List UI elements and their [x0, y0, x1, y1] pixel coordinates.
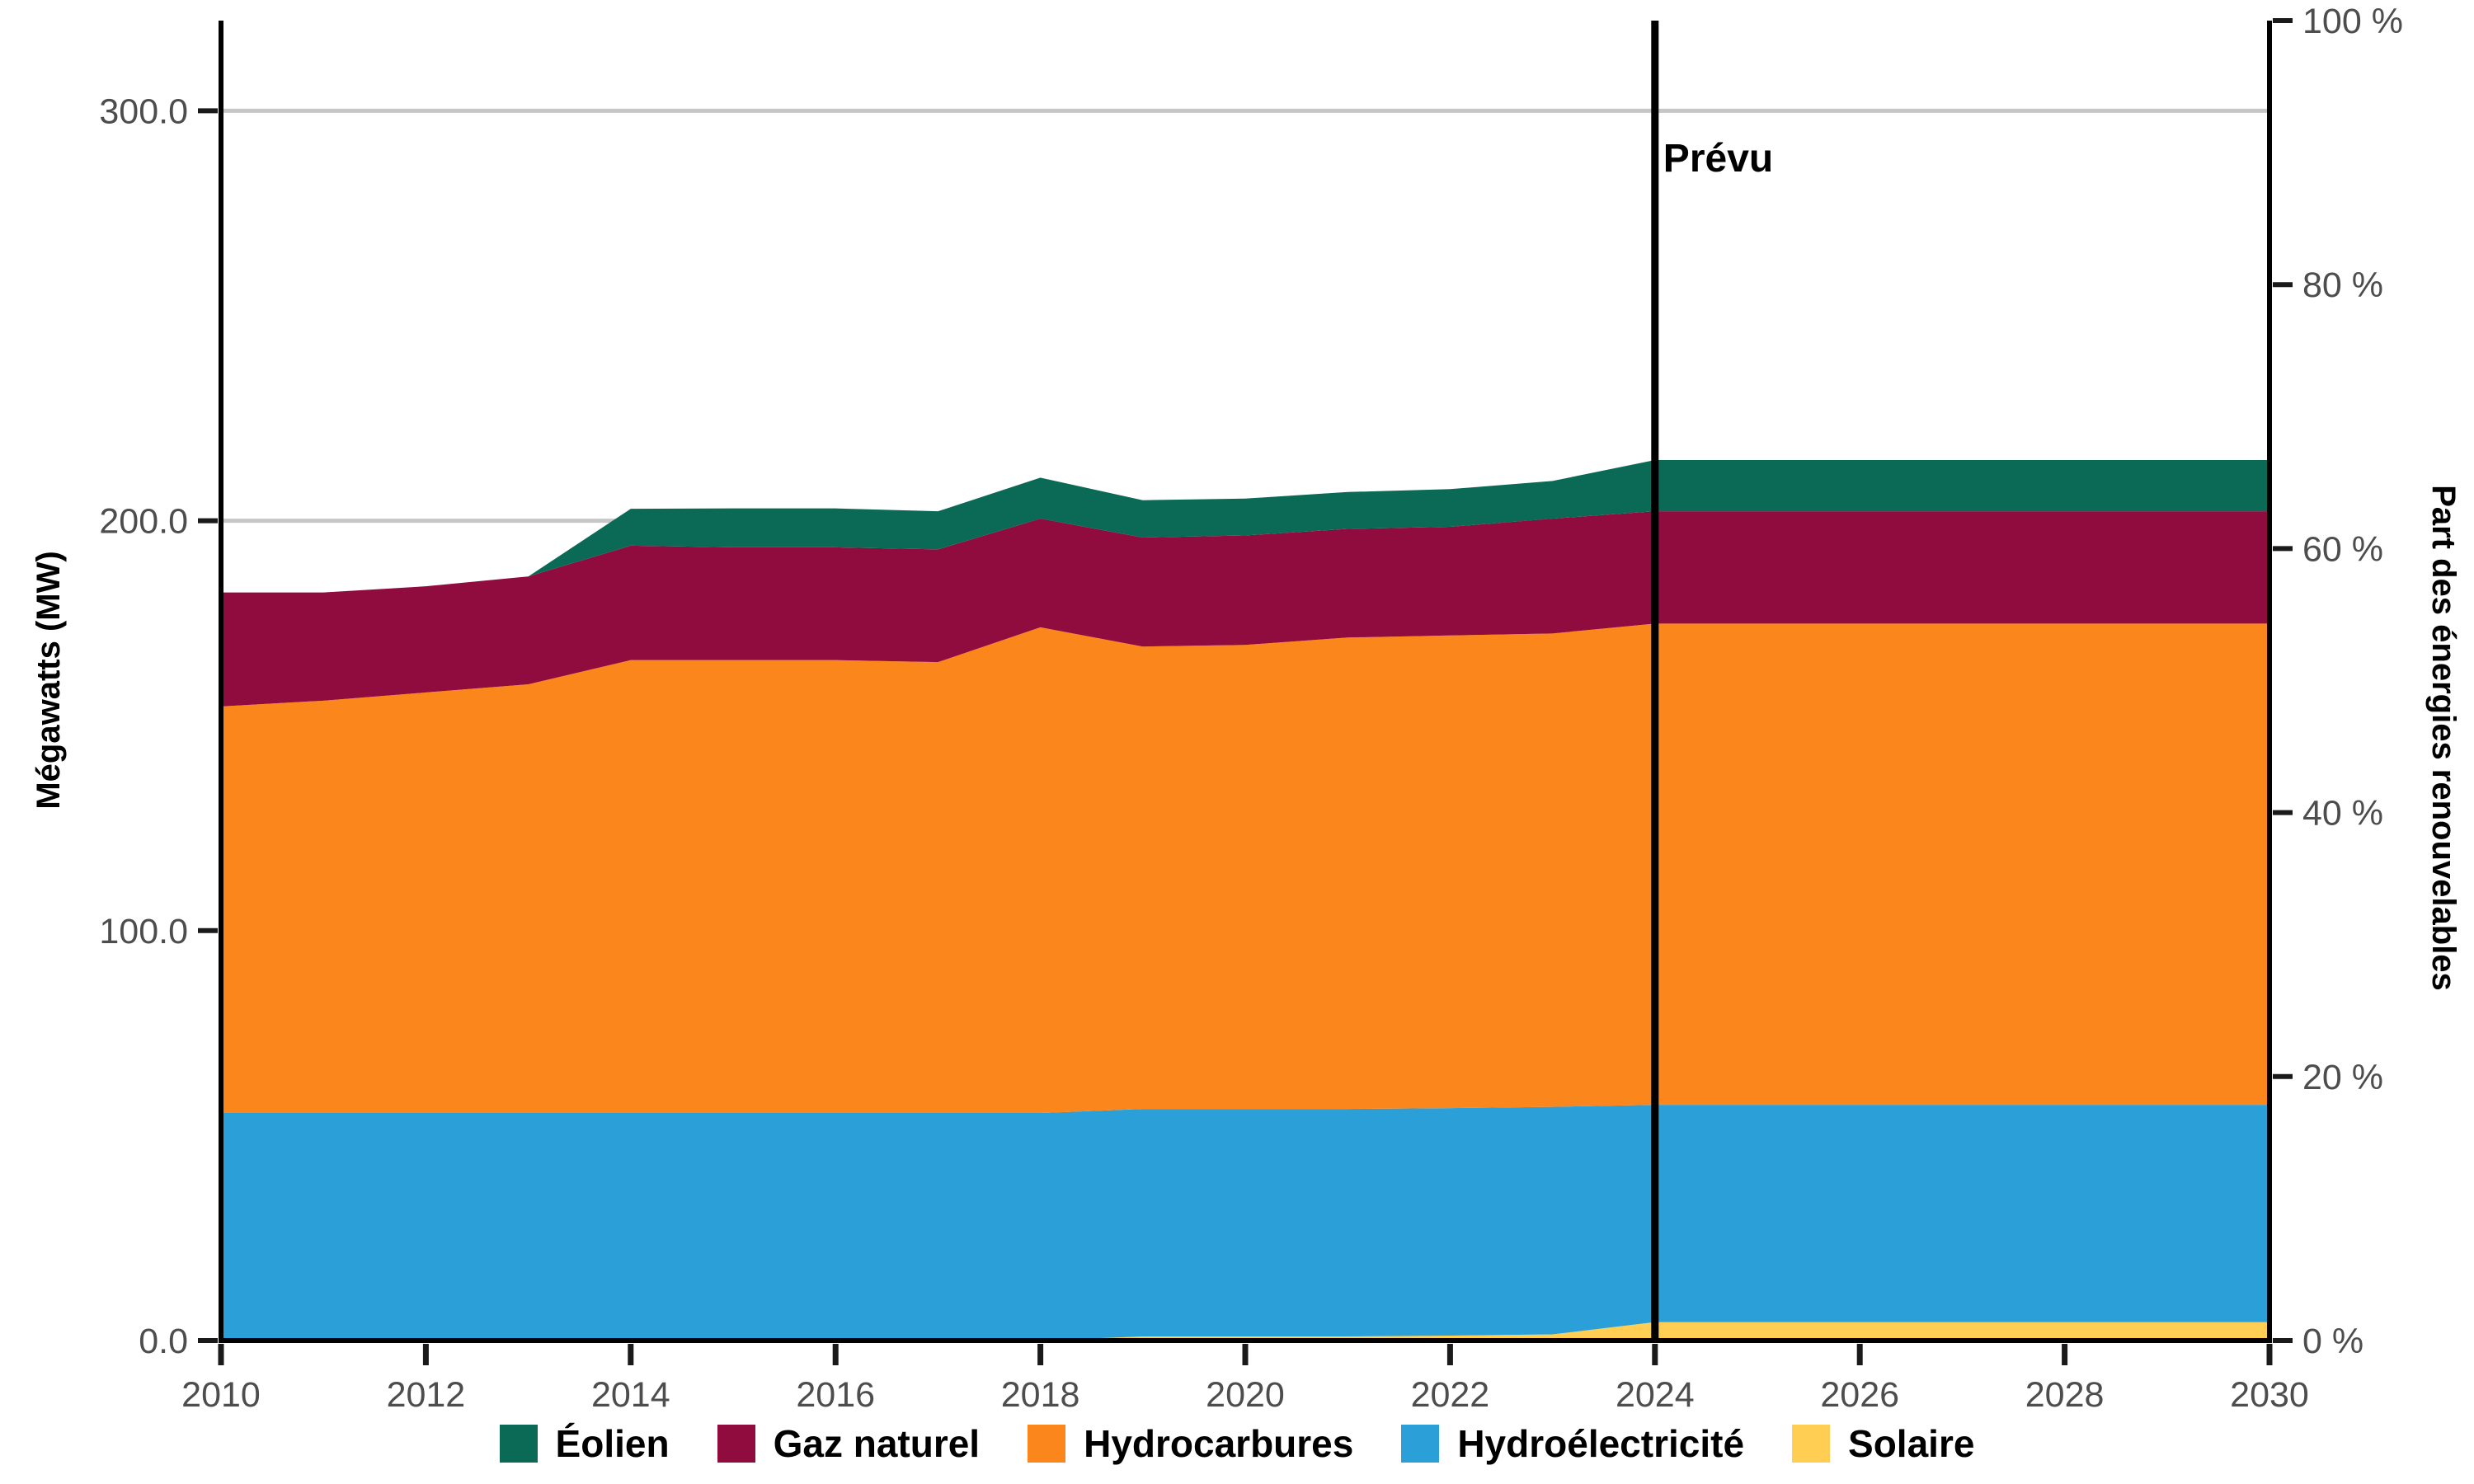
chart-legend: Éolien Gaz naturel Hydrocarbures Hydroélect…	[0, 1425, 2474, 1463]
x-tick-label-2010: 2010	[181, 1375, 261, 1415]
x-tick-label-2028: 2028	[2025, 1375, 2105, 1415]
left-axis-title: Mégawatts (MW)	[31, 551, 67, 809]
x-tick-label-2016: 2016	[796, 1375, 875, 1415]
right-tick-label-0: 0 %	[2302, 1322, 2363, 1361]
legend-label-solaire: Solaire	[1848, 1422, 1975, 1465]
area-hydroelectricite	[221, 1105, 2269, 1341]
left-tick-label-100: 100.0	[99, 912, 188, 951]
legend-item-hydroelectricite: Hydroélectricité	[1401, 1425, 1744, 1463]
area-solaire	[221, 1322, 2269, 1341]
left-tick-label-0: 0.0	[139, 1322, 188, 1361]
x-tick-label-2018: 2018	[1001, 1375, 1080, 1415]
x-tick-label-2012: 2012	[387, 1375, 466, 1415]
x-tick-label-2026: 2026	[1820, 1375, 1899, 1415]
right-axis-title: Part des énergies renouvelables	[2425, 485, 2462, 991]
x-tick-label-2030: 2030	[2230, 1375, 2309, 1415]
legend-item-gaz-naturel: Gaz naturel	[717, 1422, 981, 1465]
legend-swatch-eolien	[499, 1425, 538, 1463]
legend-item-hydrocarbures: Hydrocarbures	[1028, 1425, 1353, 1463]
left-tick-label-300: 300.0	[99, 92, 188, 131]
legend-label-hydrocarbures: Hydrocarbures	[1084, 1422, 1354, 1465]
legend-swatch-hydrocarbures	[1028, 1425, 1066, 1463]
left-tick-label-200: 200.0	[99, 502, 188, 542]
right-tick-label-20: 20 %	[2302, 1058, 2383, 1097]
right-tick-label-40: 40 %	[2302, 794, 2383, 834]
area-hydrocarbures	[221, 623, 2269, 1114]
x-tick-label-2020: 2020	[1206, 1375, 1285, 1415]
right-tick-label-80: 80 %	[2302, 265, 2383, 305]
legend-label-gaz-naturel: Gaz naturel	[773, 1422, 981, 1465]
legend-swatch-hydroelectricite	[1401, 1425, 1440, 1463]
legend-swatch-solaire	[1792, 1425, 1831, 1463]
x-tick-label-2022: 2022	[1411, 1375, 1490, 1415]
x-tick-label-2024: 2024	[1616, 1375, 1695, 1415]
legend-label-hydroelectricite: Hydroélectricité	[1457, 1422, 1745, 1465]
x-tick-label-2014: 2014	[591, 1375, 670, 1415]
legend-item-eolien: Éolien	[499, 1422, 670, 1465]
right-tick-label-60: 60 %	[2302, 529, 2383, 569]
area-eolien	[221, 460, 2269, 593]
forecast-label: Prévu	[1663, 137, 1773, 181]
legend-swatch-gaz-naturel	[717, 1425, 755, 1463]
legend-label-eolien: Éolien	[555, 1422, 670, 1465]
right-tick-label-100: 100 %	[2302, 2, 2403, 41]
area-gaz-naturel	[221, 511, 2269, 707]
legend-item-solaire: Solaire	[1792, 1425, 1974, 1463]
